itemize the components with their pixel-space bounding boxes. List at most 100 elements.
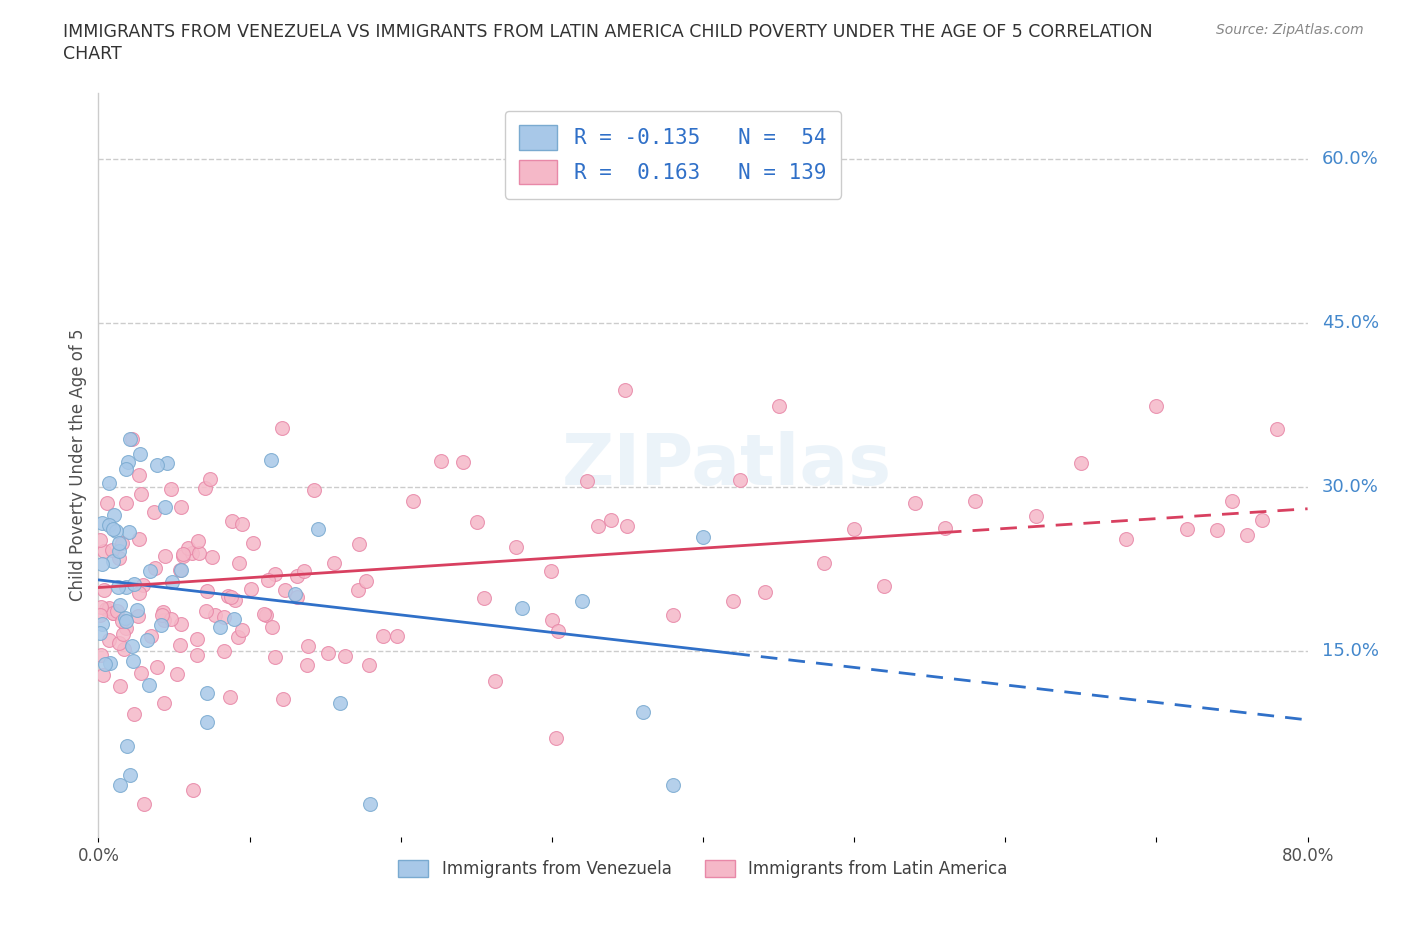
- Point: [571, 593, 593, 608]
- Point: [90, 515, 112, 530]
- Point: [1024, 509, 1046, 524]
- Point: [271, 421, 294, 436]
- Point: [240, 581, 263, 596]
- Point: [108, 536, 131, 551]
- Point: [505, 539, 527, 554]
- Point: [613, 383, 636, 398]
- Point: [90, 557, 112, 572]
- Point: [115, 614, 138, 629]
- Point: [115, 738, 138, 753]
- Point: [118, 525, 141, 539]
- Point: [103, 605, 125, 620]
- Point: [323, 555, 346, 570]
- Point: [728, 472, 751, 487]
- Point: [125, 603, 148, 618]
- Point: [692, 529, 714, 544]
- Text: CHART: CHART: [63, 45, 122, 62]
- Point: [333, 648, 356, 663]
- Point: [316, 646, 339, 661]
- Point: [284, 587, 307, 602]
- Point: [115, 620, 138, 635]
- Point: [661, 777, 683, 792]
- Point: [124, 577, 146, 591]
- Point: [127, 608, 149, 623]
- Point: [661, 607, 683, 622]
- Point: [360, 797, 382, 812]
- Text: Source: ZipAtlas.com: Source: ZipAtlas.com: [1216, 23, 1364, 37]
- Point: [129, 666, 152, 681]
- Point: [128, 467, 150, 482]
- Point: [575, 473, 598, 488]
- Point: [108, 679, 131, 694]
- Point: [402, 493, 425, 508]
- Point: [231, 623, 253, 638]
- Point: [292, 564, 315, 578]
- Legend: Immigrants from Venezuela, Immigrants from Latin America: Immigrants from Venezuela, Immigrants fr…: [392, 853, 1014, 884]
- Point: [217, 589, 239, 604]
- Point: [228, 555, 250, 570]
- Point: [160, 612, 183, 627]
- Point: [160, 482, 183, 497]
- Point: [103, 606, 125, 621]
- Point: [143, 561, 166, 576]
- Point: [98, 656, 121, 671]
- Point: [260, 619, 283, 634]
- Point: [153, 499, 176, 514]
- Point: [169, 563, 191, 578]
- Text: 15.0%: 15.0%: [1322, 642, 1379, 660]
- Point: [166, 667, 188, 682]
- Text: 30.0%: 30.0%: [1322, 478, 1379, 496]
- Point: [1220, 494, 1243, 509]
- Point: [194, 481, 217, 496]
- Point: [101, 522, 124, 537]
- Point: [813, 555, 835, 570]
- Point: [121, 639, 143, 654]
- Point: [600, 512, 623, 527]
- Point: [224, 611, 246, 626]
- Point: [540, 564, 562, 578]
- Point: [357, 658, 380, 672]
- Point: [371, 629, 394, 644]
- Point: [143, 504, 166, 519]
- Point: [1206, 523, 1229, 538]
- Point: [153, 549, 176, 564]
- Y-axis label: Child Poverty Under the Age of 5: Child Poverty Under the Age of 5: [69, 328, 87, 602]
- Point: [274, 583, 297, 598]
- Point: [145, 458, 167, 472]
- Point: [181, 545, 204, 560]
- Point: [170, 563, 193, 578]
- Point: [208, 619, 231, 634]
- Point: [768, 399, 790, 414]
- Point: [103, 508, 125, 523]
- Point: [586, 519, 609, 534]
- Point: [172, 546, 194, 561]
- Point: [153, 613, 176, 628]
- Point: [91, 668, 114, 683]
- Point: [329, 696, 352, 711]
- Point: [89, 608, 111, 623]
- Text: 60.0%: 60.0%: [1322, 150, 1379, 167]
- Point: [129, 446, 152, 461]
- Point: [547, 623, 569, 638]
- Point: [273, 691, 295, 706]
- Point: [904, 496, 927, 511]
- Point: [1070, 455, 1092, 470]
- Point: [156, 456, 179, 471]
- Point: [93, 583, 115, 598]
- Point: [264, 566, 287, 581]
- Text: 45.0%: 45.0%: [1322, 313, 1379, 332]
- Point: [934, 521, 956, 536]
- Point: [616, 518, 638, 533]
- Point: [1236, 527, 1258, 542]
- Point: [257, 573, 280, 588]
- Point: [152, 604, 174, 619]
- Point: [212, 609, 235, 624]
- Point: [873, 578, 896, 593]
- Point: [224, 592, 246, 607]
- Point: [253, 606, 276, 621]
- Point: [484, 673, 506, 688]
- Point: [108, 777, 131, 792]
- Point: [181, 783, 204, 798]
- Point: [132, 578, 155, 592]
- Point: [254, 607, 277, 622]
